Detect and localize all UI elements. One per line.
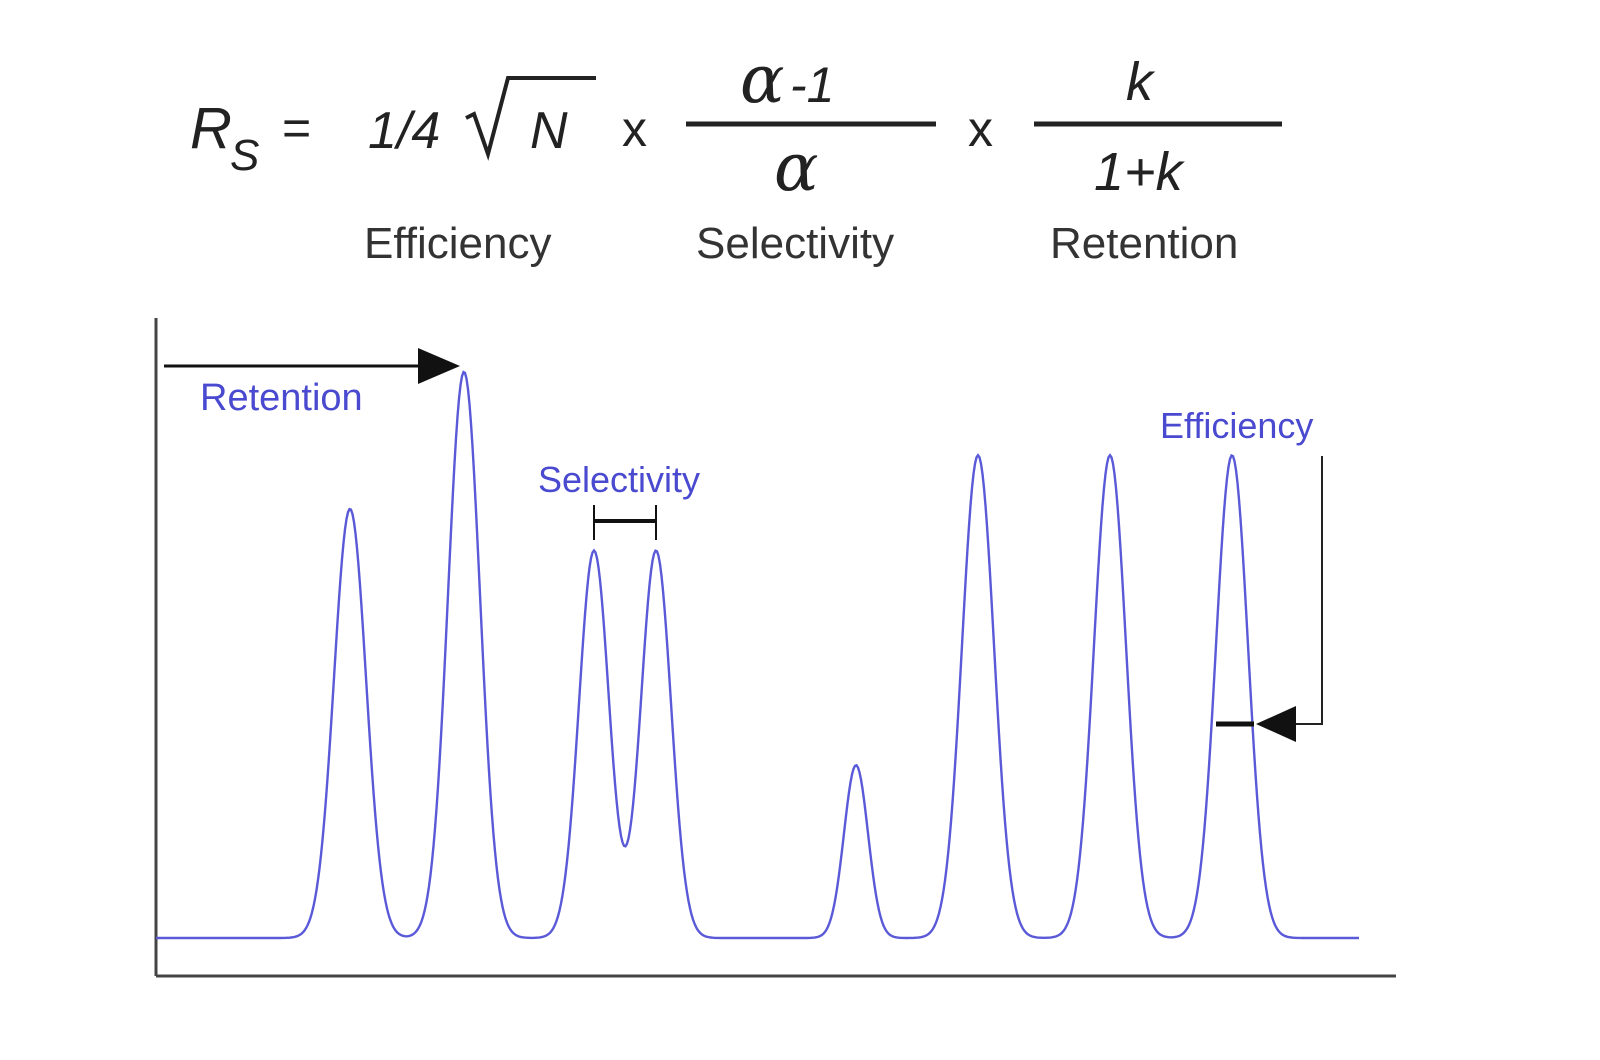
label-retention: Retention <box>200 377 363 419</box>
caption-selectivity: Selectivity <box>696 219 894 268</box>
efficiency-coefficient: 1/4 <box>368 102 440 160</box>
resolution-equation: R S = 1/4 N x α -1 α x k 1+k Efficiency … <box>190 41 1282 268</box>
selectivity-denominator-alpha: α <box>774 129 819 206</box>
equals-sign: = <box>282 100 311 156</box>
sqrt-sign <box>465 76 596 161</box>
rs-subscript: S <box>230 131 259 180</box>
chromatogram: Retention Selectivity Efficiency <box>154 318 1396 978</box>
efficiency-arrow-line <box>1290 456 1323 725</box>
caption-efficiency: Efficiency <box>364 219 552 268</box>
efficiency-n: N <box>530 102 568 160</box>
label-selectivity: Selectivity <box>538 459 700 500</box>
selectivity-numerator-minus-one: -1 <box>790 57 834 113</box>
label-efficiency: Efficiency <box>1160 405 1313 446</box>
retention-arrowhead-icon <box>418 348 460 384</box>
efficiency-arrowhead-icon <box>1256 706 1296 742</box>
retention-numerator-k: k <box>1126 52 1156 112</box>
chromatogram-trace <box>156 370 1359 940</box>
caption-retention: Retention <box>1050 219 1238 268</box>
selectivity-numerator-alpha: α <box>740 41 785 118</box>
times-sign-2: x <box>968 101 993 157</box>
rs-symbol: R <box>190 96 232 161</box>
retention-denominator: 1+k <box>1094 142 1186 202</box>
times-sign-1: x <box>622 101 647 157</box>
